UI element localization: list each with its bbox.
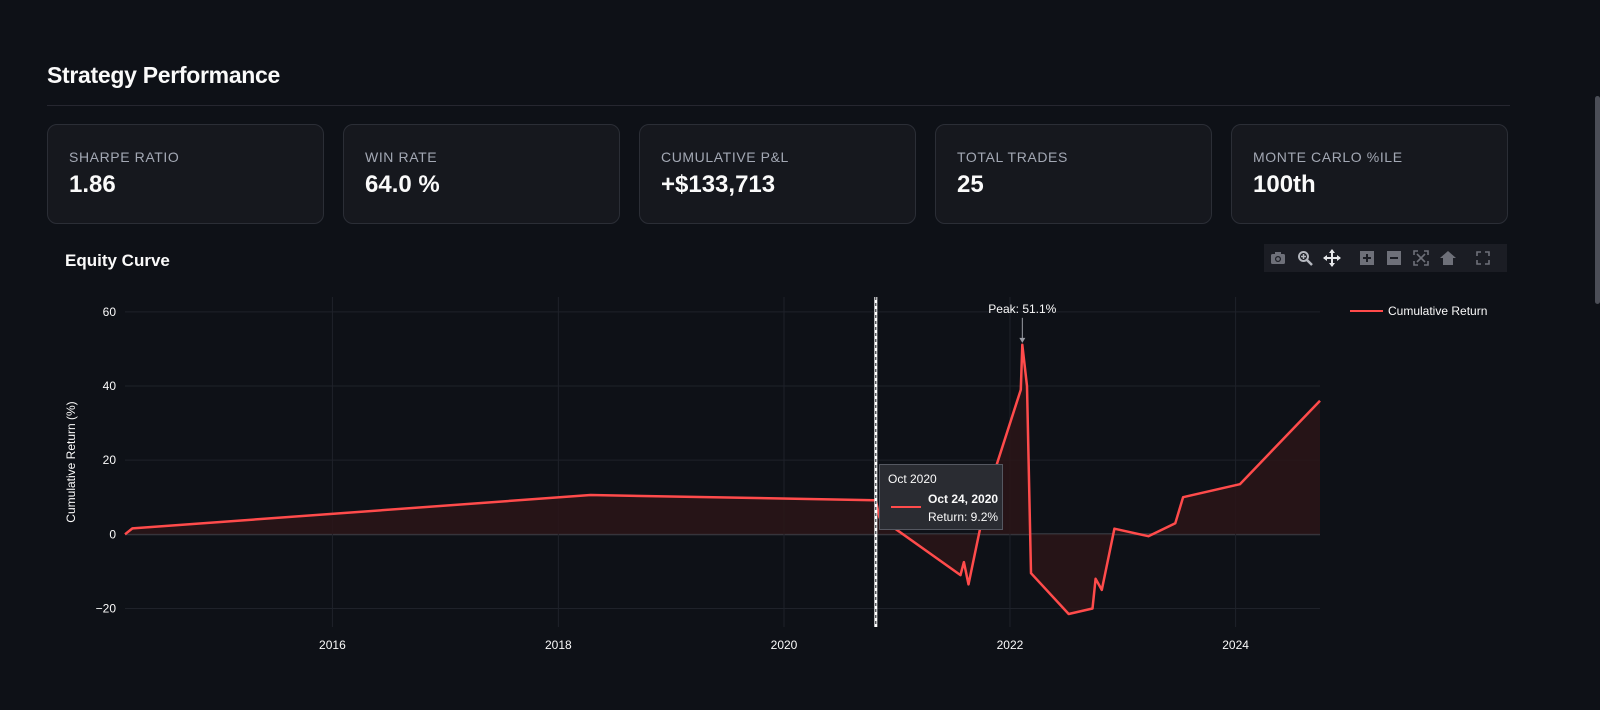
x-tick-label: 2016 [319, 638, 346, 652]
tooltip-header: Oct 2020 [888, 472, 937, 486]
y-tick-label: 20 [103, 453, 117, 467]
tooltip-date: Oct 24, 2020 [928, 492, 999, 506]
metric-label: TOTAL TRADES [957, 149, 1068, 165]
metric-label: WIN RATE [365, 149, 438, 165]
metric-card-sharpe: SHARPE RATIO 1.86 [47, 124, 324, 224]
y-tick-label: 40 [103, 379, 117, 393]
y-axis-title: Cumulative Return (%) [64, 401, 78, 522]
autoscale-icon[interactable] [1408, 245, 1434, 271]
peak-annotation: Peak: 51.1% [988, 302, 1056, 316]
line-layer [124, 343, 1321, 616]
series-line-cumulative-return [124, 343, 1321, 616]
zoom-in-icon[interactable] [1354, 245, 1380, 271]
x-tick-label: 2024 [1222, 638, 1249, 652]
metric-card-win-rate: WIN RATE 64.0 % [343, 124, 620, 224]
tooltip-value: Return: 9.2% [928, 510, 999, 524]
legend-swatch [1350, 310, 1383, 312]
chart-title: Equity Curve [65, 251, 170, 270]
page-title: Strategy Performance [47, 62, 281, 88]
metric-card-total-trades: TOTAL TRADES 25 [935, 124, 1212, 224]
metric-value: +$133,713 [661, 171, 776, 198]
hover-tooltip: Oct 2020 Oct 24, 2020 Return: 9.2% [879, 464, 1003, 530]
scrollbar-thumb[interactable] [1595, 96, 1600, 304]
series-area-fill [125, 344, 1320, 614]
metric-value: 100th [1253, 171, 1316, 198]
pan-icon[interactable] [1319, 245, 1345, 271]
y-tick-label: −20 [96, 601, 117, 615]
x-tick-label: 2018 [545, 638, 572, 652]
metric-card-cumulative-pnl: CUMULATIVE P&L +$133,713 [639, 124, 916, 224]
reset-axes-icon[interactable] [1435, 245, 1461, 271]
y-tick-label: 60 [103, 305, 117, 319]
x-tick-label: 2020 [771, 638, 798, 652]
annotation-layer: Peak: 51.1% [988, 302, 1057, 343]
y-tick-label: 0 [109, 527, 116, 541]
metric-label: CUMULATIVE P&L [661, 149, 789, 165]
camera-icon[interactable] [1265, 245, 1291, 271]
fullscreen-icon[interactable] [1470, 245, 1496, 271]
metric-label: SHARPE RATIO [69, 149, 180, 165]
legend-label: Cumulative Return [1388, 304, 1488, 318]
tooltip-swatch [891, 506, 921, 508]
area-layer [125, 344, 1320, 614]
title-divider [47, 105, 1510, 106]
metric-value: 1.86 [69, 171, 116, 198]
peak-annotation-arrowhead [1019, 337, 1026, 343]
metric-label: MONTE CARLO %ILE [1253, 149, 1403, 165]
grid-layer [125, 297, 1320, 627]
metric-value: 64.0 % [365, 171, 440, 198]
zoom-icon[interactable] [1292, 245, 1318, 271]
legend[interactable]: Cumulative Return [1350, 304, 1487, 318]
metric-card-monte-carlo: MONTE CARLO %ILE 100th [1231, 124, 1508, 224]
chart-modebar [1264, 244, 1507, 272]
zoom-out-icon[interactable] [1381, 245, 1407, 271]
x-tick-label: 2022 [997, 638, 1024, 652]
metric-value: 25 [957, 171, 984, 198]
tick-layer: −20 0 20 40 60 2016 2018 2020 2022 2024 [96, 305, 1250, 652]
